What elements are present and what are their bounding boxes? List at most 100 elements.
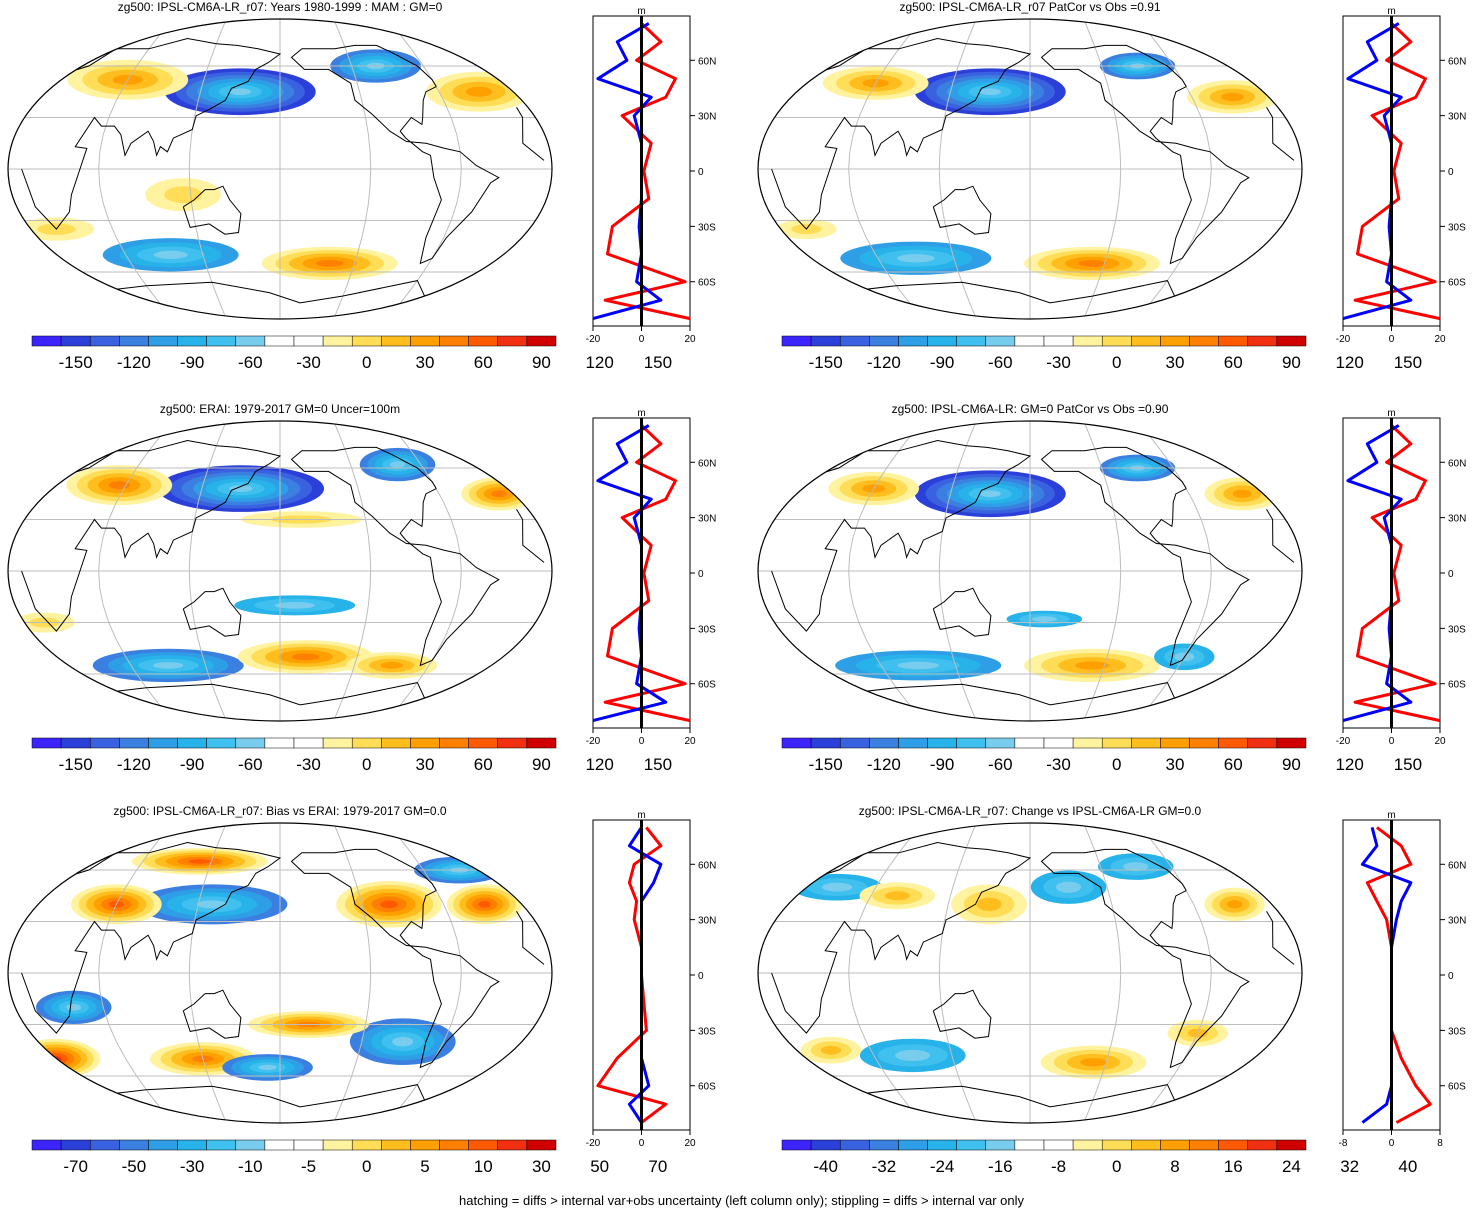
meridian-line <box>938 421 979 721</box>
zonal-x-label: 0 <box>639 736 645 747</box>
meridian-line <box>1133 421 1212 721</box>
contour-region <box>1232 489 1252 498</box>
colorbar-swatch <box>1072 335 1103 347</box>
zonal-lat-label: 30S <box>698 624 716 635</box>
colorbar-swatch <box>839 335 870 347</box>
colorbar: -40 -32 -24 -16 -8 0 8 16 24 32 40 <box>781 1139 1417 1176</box>
colorbar-label: -50 <box>122 1157 147 1176</box>
meridian-line <box>98 19 177 319</box>
contour-region <box>1221 92 1244 102</box>
colorbar-swatch <box>381 737 411 749</box>
zonal-lat-label: 60S <box>698 278 716 289</box>
contour-region <box>1031 616 1057 622</box>
colorbar-swatch <box>177 737 207 749</box>
zonal-x-label: 0 <box>639 334 645 345</box>
colorbar-swatch <box>956 737 987 749</box>
panel-bias: zg500: IPSL-CM6A-LR_r07: Bias vs ERAI: 1… <box>0 804 740 1204</box>
colorbar-swatch <box>1160 1139 1190 1151</box>
colorbar-label: 8 <box>1170 1157 1179 1176</box>
zonal-x-label: -8 <box>1339 1138 1348 1149</box>
zonal-x-label: 20 <box>1434 334 1446 345</box>
panel-model-mam: zg500: IPSL-CM6A-LR_r07: Years 1980-1999… <box>0 0 740 400</box>
zonal-x-label: 20 <box>1434 736 1446 747</box>
contour-region <box>380 662 404 669</box>
contour-region <box>896 254 935 263</box>
colorbar-label: -150 <box>809 353 843 372</box>
zonal-lat-label: 60N <box>1448 458 1466 469</box>
colorbar-swatch <box>1014 737 1045 749</box>
figure-footer: hatching = diffs > internal var+obs unce… <box>459 1193 1024 1208</box>
colorbar: -150 -120 -90 -60 -30 0 30 60 90 120 150 <box>31 737 672 774</box>
colorbar-swatch <box>810 737 841 749</box>
robinson-map <box>757 822 1303 1124</box>
colorbar-label: 120 <box>585 755 613 774</box>
colorbar-label: -120 <box>117 353 151 372</box>
colorbar-swatch <box>1276 1139 1307 1151</box>
coastline <box>837 280 1223 304</box>
colorbar-swatch <box>468 1139 499 1151</box>
colorbar-swatch <box>293 737 324 749</box>
contour-region <box>895 1049 931 1061</box>
contour-region <box>392 1037 414 1047</box>
map-border <box>7 18 553 320</box>
zonal-lat-label: 60N <box>1448 56 1466 67</box>
colorbar: -150 -120 -90 -60 -30 0 30 60 90 120 150 <box>781 737 1422 774</box>
zonal-series-model <box>627 826 663 1124</box>
colorbar-swatch <box>1189 1139 1219 1151</box>
zonal-series-obs <box>603 22 691 321</box>
zonal-lat-label: 0 <box>1448 971 1454 982</box>
colorbar-label: -70 <box>63 1157 88 1176</box>
contour-region <box>316 260 344 267</box>
colorbar-label: -90 <box>180 353 205 372</box>
colorbar-swatch <box>497 1139 528 1151</box>
coastline <box>771 439 1295 632</box>
zonal-unit-label: m <box>1387 408 1395 419</box>
colorbar-label: 24 <box>1282 1157 1301 1176</box>
zonal-series-obs <box>596 826 668 1124</box>
coastline <box>87 1084 473 1108</box>
zonal-lat-label: 30N <box>1448 112 1466 123</box>
colorbar-swatch <box>526 1139 557 1151</box>
zonal-mean-plot: m 60N 30N 0 30S 60S -20 0 20 <box>586 408 717 747</box>
colorbar-swatch <box>1043 335 1074 347</box>
zonal-x-label: 0 <box>1389 736 1395 747</box>
colorbar-swatch <box>1189 737 1219 749</box>
colorbar-label: 60 <box>474 353 493 372</box>
colorbar-swatch <box>1101 335 1132 347</box>
zonal-x-label: 20 <box>684 736 696 747</box>
colorbar-label: 0 <box>362 353 371 372</box>
colorbar-swatch <box>1276 737 1307 749</box>
colorbar-label: 30 <box>416 353 435 372</box>
zonal-unit-label: m <box>637 6 645 17</box>
colorbar-swatch <box>781 335 812 347</box>
contour-region <box>389 461 406 468</box>
colorbar-label: -5 <box>301 1157 316 1176</box>
colorbar-swatch <box>839 737 870 749</box>
colorbar-swatch <box>89 737 120 749</box>
colorbar-label: 90 <box>1282 755 1301 774</box>
zonal-mean-plot: m 60N 30N 0 30S 60S -8 0 8 <box>1339 810 1467 1149</box>
zonal-lat-label: 60S <box>1448 1082 1466 1093</box>
colorbar-swatch <box>206 1139 237 1151</box>
colorbar-swatch <box>869 335 899 347</box>
colorbar-swatch <box>1218 1139 1249 1151</box>
colorbar-swatch <box>264 335 295 347</box>
colorbar-swatch <box>468 737 499 749</box>
coastline <box>932 587 992 637</box>
colorbar: -70 -50 -30 -10 -5 0 5 10 30 50 70 <box>31 1139 667 1176</box>
map-field <box>8 19 552 319</box>
meridian-line <box>938 19 979 319</box>
zonal-lat-label: 0 <box>1448 569 1454 580</box>
meridian-line <box>188 823 229 1123</box>
colorbar-label: 60 <box>1224 755 1243 774</box>
colorbar-swatch <box>927 335 957 347</box>
contour-region <box>229 88 251 96</box>
coastline <box>182 185 242 235</box>
zonal-lat-label: 30S <box>698 1026 716 1037</box>
colorbar-swatch <box>60 1139 91 1151</box>
colorbar-label: 90 <box>1282 353 1301 372</box>
coastline <box>932 185 992 235</box>
coastline <box>837 1084 1223 1108</box>
colorbar-label: 30 <box>532 1157 551 1176</box>
zonal-mean-plot: m 60N 30N 0 30S 60S -20 0 20 <box>1336 408 1467 747</box>
